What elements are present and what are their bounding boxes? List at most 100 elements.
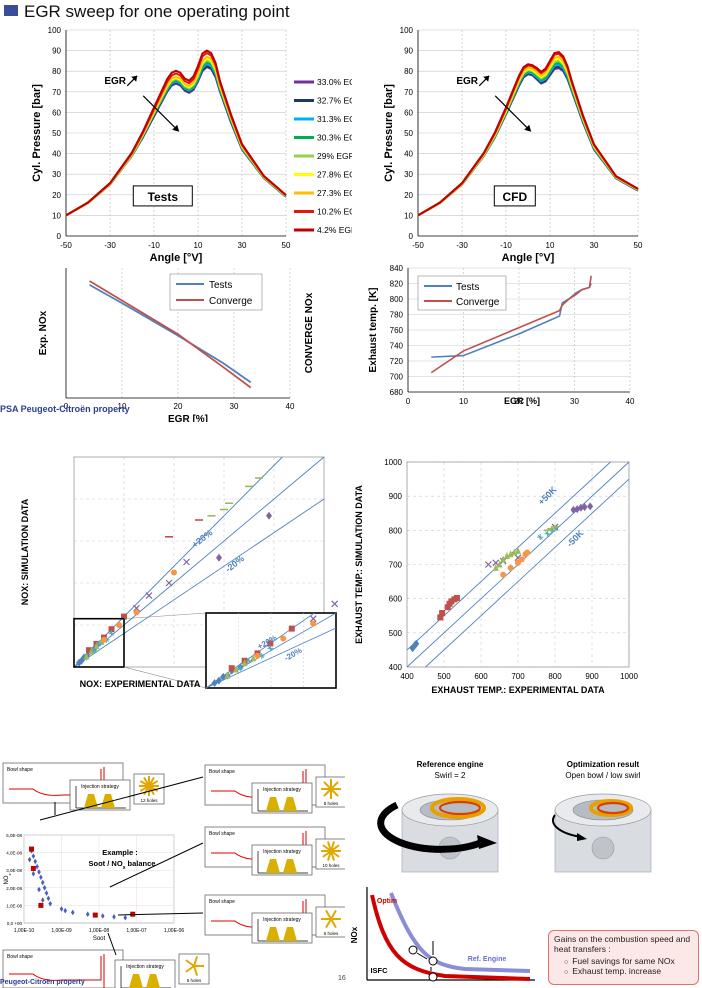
plot-frame	[73, 456, 325, 668]
data-point	[35, 863, 39, 870]
y-axis-label: Cyl. Pressure [bar]	[383, 84, 395, 182]
legend-label: Tests	[209, 280, 232, 291]
injection-pulse	[101, 794, 115, 808]
y-tick-label: 20	[52, 191, 61, 200]
x-tick-label: -30	[104, 241, 116, 250]
flame-core	[438, 800, 482, 816]
engine-title: Optimization result	[567, 760, 640, 769]
bowl-label: Bowl shape	[209, 831, 235, 837]
pointer-arrow	[117, 912, 204, 916]
injection-pulse	[146, 974, 160, 988]
data-point	[412, 640, 419, 649]
series-line	[417, 50, 639, 217]
zoom-connector	[123, 612, 207, 619]
panel-subtitle-sub: x	[123, 865, 126, 871]
data-point	[515, 546, 521, 554]
gains-box: Gains on the combustion speed and heat t…	[548, 930, 699, 985]
nozzle-spray	[193, 956, 199, 967]
x-axis-label: NOX: EXPERIMENTAL DATA	[80, 679, 201, 689]
panel-title: Example :	[102, 848, 137, 857]
nozzle-spray	[193, 965, 199, 976]
legend-label: 32.7% EGR	[317, 96, 352, 106]
data-point	[29, 846, 34, 852]
y-tick-label: 70	[404, 88, 413, 97]
y-axis-label: Exhaust temp. [K]	[368, 287, 379, 372]
data-point	[96, 640, 102, 647]
data-point	[537, 534, 544, 541]
x-tick-label: 700	[511, 672, 525, 681]
nozzle-label: 5 holes	[187, 978, 202, 983]
gains-text: Gains on the combustion speed and heat t…	[554, 934, 691, 954]
nozzle-label: 8 holes	[324, 801, 339, 806]
series-line	[89, 284, 252, 384]
legend-label: 10.2% EGR	[317, 207, 352, 217]
legend-label: 27.3% EGR	[317, 188, 352, 198]
egr-arrow	[494, 95, 530, 131]
nozzle-spray	[323, 781, 332, 790]
x-tick-label: 500	[437, 672, 451, 681]
y-axis-label: Exp. NOx	[38, 310, 49, 355]
data-point	[81, 653, 87, 662]
ref-engine-curve	[389, 892, 531, 973]
data-point	[37, 869, 41, 875]
y-tick-label: 40	[404, 150, 413, 159]
x-axis-label: EGR [%]	[504, 396, 540, 406]
data-point	[92, 912, 98, 918]
y-tick-label: 0	[409, 232, 414, 241]
gains-item: Exhaust temp. increase	[564, 966, 693, 976]
nozzle-label: 12 holes	[140, 798, 158, 803]
data-point	[524, 549, 531, 556]
data-point	[171, 569, 177, 576]
data-point	[86, 647, 92, 654]
series-line	[65, 49, 287, 217]
injection-frame	[251, 844, 313, 876]
y-tick-label: 840	[390, 264, 404, 273]
nozzle-frame	[315, 838, 345, 870]
y-tick-label: 100	[400, 26, 414, 35]
y-axis-label: NOx	[4, 874, 12, 885]
legend-label: Converge	[456, 297, 500, 308]
data-point	[108, 630, 115, 637]
egr-arrow-head	[172, 124, 180, 132]
zoom-rect	[73, 617, 125, 668]
bowl-label: Bowl shape	[209, 769, 235, 775]
data-point	[245, 657, 252, 664]
pointer-arrow	[107, 932, 117, 956]
pressure-cfd-chart: 0 10 20 30 40 50 60 70 80 90 100 -50 -30 -10 10 30 50 Ang…	[383, 26, 643, 264]
bowl-label: Bowl shape	[7, 954, 33, 960]
soot-nox-panel: 1,00E-10 1,00E-09 1,00E-08 1,00E-07 1,00E-06…	[2, 762, 345, 988]
x-tick-label: 10	[546, 241, 555, 250]
injection-frame	[251, 782, 313, 814]
data-point	[484, 561, 492, 568]
data-point	[266, 511, 272, 520]
legend-label: Converge	[209, 296, 253, 307]
nox-scatter-chart: +20% -20% NOX: EXPERIMENTAL DATA NOX: SIMUL…	[20, 456, 339, 689]
data-point	[331, 600, 339, 608]
engine-subtitle: Open bowl / low swirl	[565, 771, 640, 780]
x-tick-label: 600	[474, 672, 488, 681]
optim-label: Optim	[377, 898, 397, 905]
flame-zone	[589, 799, 633, 817]
data-point	[145, 592, 153, 600]
offset-annotation: +50K	[536, 484, 559, 507]
series-line	[89, 280, 252, 389]
data-point	[310, 620, 317, 627]
data-point	[59, 906, 64, 912]
data-point	[570, 505, 577, 514]
title-bullet-mark	[4, 5, 18, 16]
page-title: EGR sweep for one operating point	[24, 2, 290, 21]
legend-frame	[169, 273, 263, 311]
data-point	[91, 647, 97, 654]
x-tick-label: 20	[174, 402, 183, 411]
x-tick-label: 40	[626, 397, 635, 406]
data-point	[40, 879, 45, 886]
y-tick-label: 780	[390, 311, 404, 320]
data-point	[241, 659, 248, 667]
bowl-frame	[2, 949, 124, 988]
data-point	[88, 647, 95, 655]
x-tick-label: 10	[118, 402, 127, 411]
data-point	[250, 654, 257, 662]
y-tick-label: 720	[390, 357, 404, 366]
injection-frame	[114, 959, 176, 988]
nozzle-spray	[325, 918, 332, 929]
